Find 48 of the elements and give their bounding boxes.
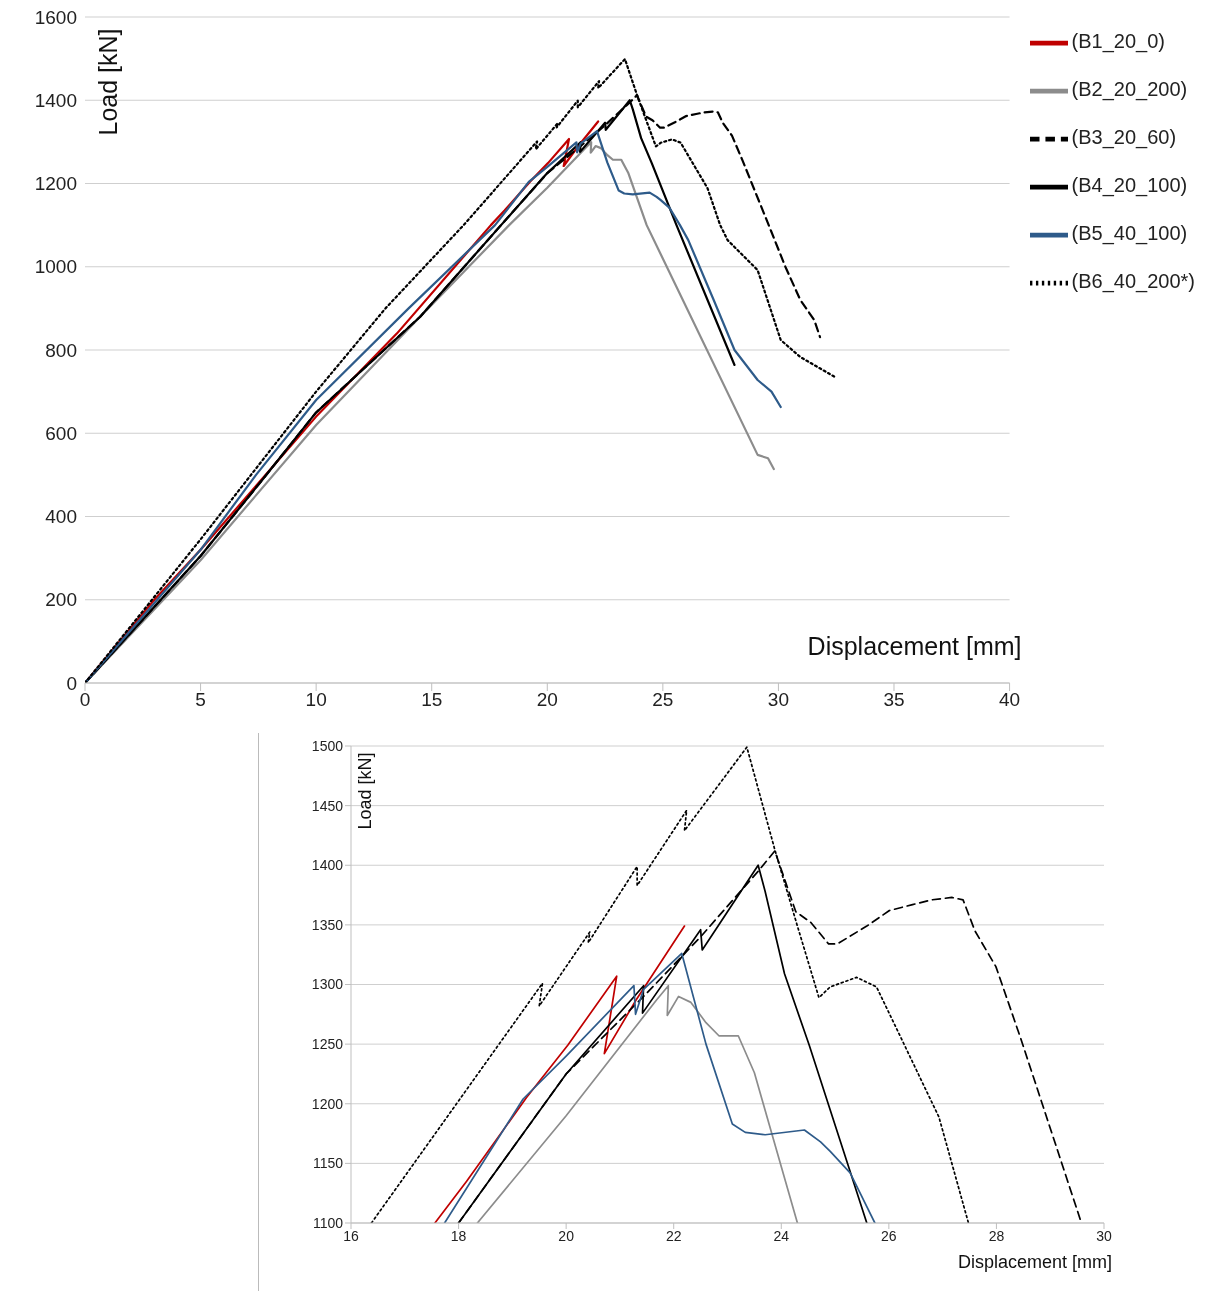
y-tick-label: 400: [45, 506, 77, 528]
y-tick-label: 600: [45, 422, 77, 444]
x-tick-label: 28: [988, 1227, 1005, 1244]
line-series: [443, 952, 876, 1223]
x-tick-label: 0: [79, 689, 91, 711]
y-tick-label: 1450: [311, 797, 344, 814]
legend-label: (B3_20_60): [1071, 126, 1177, 148]
y-tick-label: 1200: [34, 173, 77, 195]
x-tick-label: 18: [450, 1227, 467, 1244]
x-tick-label: 20: [536, 689, 558, 711]
legend-label: (B6_40_200*): [1071, 270, 1195, 292]
y-tick-label: 1300: [311, 976, 344, 993]
y-tick-label: 1500: [311, 737, 344, 754]
y-tick-label: 200: [45, 589, 77, 611]
legend-label: (B2_20_200): [1071, 78, 1188, 100]
y-tick-label: 1350: [311, 916, 344, 933]
x-tick-label: 10: [305, 689, 327, 711]
x-tick-label: 25: [652, 689, 674, 711]
y-tick-label: 1400: [34, 90, 77, 111]
y-axis-title: Load [kN]: [94, 28, 122, 136]
x-axis-title: Displacement [mm]: [807, 632, 1022, 660]
x-tick-label: 35: [883, 689, 905, 711]
line-series: [476, 984, 799, 1223]
line-series: [434, 925, 686, 1223]
x-tick-label: 15: [421, 689, 443, 711]
x-tick-label: 30: [1096, 1227, 1112, 1244]
y-tick-label: 1400: [311, 857, 344, 874]
y-tick-label: 1100: [312, 1214, 344, 1231]
y-tick-label: 1000: [34, 256, 77, 278]
x-tick-label: 20: [558, 1227, 575, 1244]
legend-label: (B5_40_100): [1071, 222, 1188, 244]
x-tick-label: 40: [998, 689, 1021, 711]
x-tick-label: 22: [665, 1227, 682, 1244]
x-tick-label: 24: [773, 1227, 790, 1244]
y-tick-label: 1150: [312, 1155, 344, 1172]
y-tick-label: 1600: [34, 6, 77, 28]
x-tick-label: 16: [343, 1227, 359, 1244]
x-tick-label: 30: [767, 689, 789, 711]
x-tick-label: 26: [881, 1227, 897, 1244]
y-tick-label: 1250: [311, 1036, 344, 1053]
x-axis-title: Displacement [mm]: [957, 1252, 1112, 1272]
y-tick-label: 0: [66, 672, 77, 694]
y-tick-label: 1200: [311, 1095, 344, 1112]
x-tick-label: 5: [195, 689, 206, 711]
y-tick-label: 800: [45, 339, 77, 361]
y-axis-title: Load [kN]: [355, 752, 375, 830]
legend-label: (B4_20_100): [1071, 174, 1188, 196]
legend-label: (B1_20_0): [1071, 30, 1165, 52]
